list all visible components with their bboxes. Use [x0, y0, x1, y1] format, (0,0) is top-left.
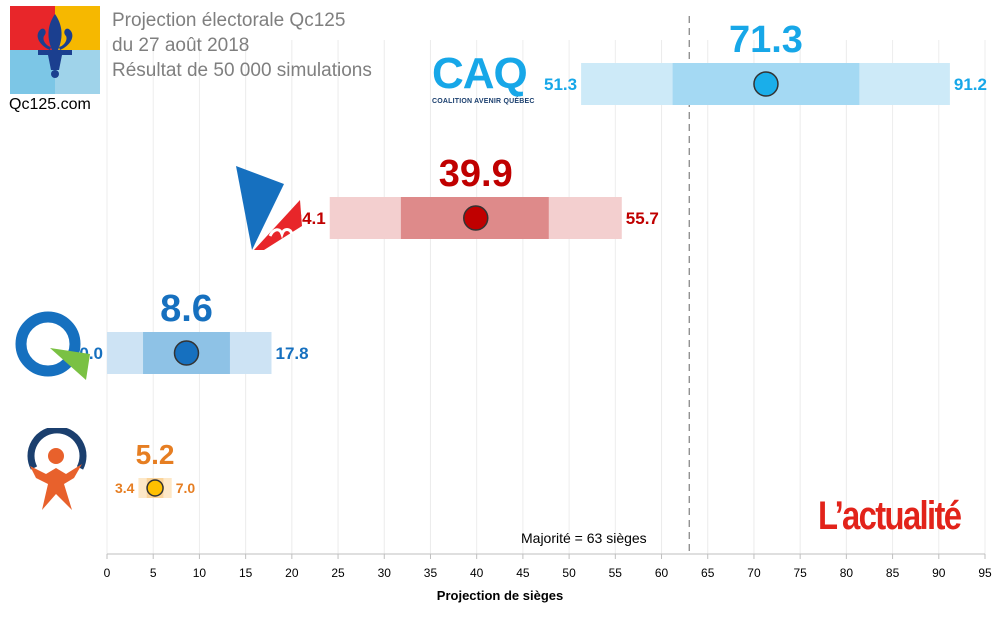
x-tick-label: 75 [793, 566, 807, 580]
x-tick-label: 95 [978, 566, 992, 580]
qs-logo [27, 428, 87, 510]
mean-label: 8.6 [160, 288, 213, 330]
majority-label: Majorité = 63 sièges [521, 530, 647, 546]
x-tick-label: 90 [932, 566, 946, 580]
x-tick-label: 40 [470, 566, 484, 580]
x-tick-label: 50 [562, 566, 576, 580]
title-line-2: du 27 août 2018 [112, 35, 250, 56]
high-label: 91.2 [954, 75, 987, 94]
x-tick-label: 5 [150, 566, 157, 580]
high-label: 17.8 [276, 344, 309, 363]
x-tick-label: 85 [886, 566, 900, 580]
x-tick-label: 70 [747, 566, 761, 580]
site-name: Qc125.com [9, 96, 91, 113]
x-tick-label: 80 [840, 566, 854, 580]
mean-label: 5.2 [136, 439, 175, 470]
x-tick-label: 35 [424, 566, 438, 580]
mean-point [173, 340, 200, 366]
x-tick-label: 30 [378, 566, 392, 580]
x-tick-label: 25 [331, 566, 345, 580]
low-label: 3.4 [115, 480, 135, 496]
quebec-flag-logo [10, 6, 100, 94]
x-axis-title: Projection de sièges [436, 588, 564, 603]
pq-logo [15, 311, 90, 380]
x-tick-label: 15 [239, 566, 253, 580]
mean-label: 39.9 [439, 153, 513, 195]
mean-point [753, 71, 779, 97]
low-label: 51.3 [544, 75, 577, 94]
mean-label: 71.3 [729, 19, 803, 61]
high-label: 7.0 [176, 480, 196, 496]
x-tick-label: 65 [701, 566, 715, 580]
x-tick-label: 20 [285, 566, 299, 580]
x-tick-label: 45 [516, 566, 530, 580]
x-tick-label: 60 [655, 566, 669, 580]
caq-logo: CAQ COALITION AVENIR QUÉBEC [432, 52, 552, 110]
caq-logo-text: CAQ [432, 49, 528, 98]
x-tick-label: 0 [104, 566, 111, 580]
title-line-1: Projection électorale Qc125 [112, 10, 346, 31]
lactualite-logo: L’actualité [818, 494, 962, 538]
caq-logo-subtitle: COALITION AVENIR QUÉBEC [432, 98, 535, 105]
mean-point [146, 479, 164, 497]
high-label: 55.7 [626, 209, 659, 228]
x-tick-label: 55 [609, 566, 623, 580]
title-line-3: Résultat de 50 000 simulations [112, 60, 372, 81]
plq-logo [236, 166, 302, 250]
chart-header: Projection électorale Qc125 du 27 août 2… [112, 8, 372, 83]
x-tick-label: 10 [193, 566, 207, 580]
mean-point [463, 205, 489, 231]
